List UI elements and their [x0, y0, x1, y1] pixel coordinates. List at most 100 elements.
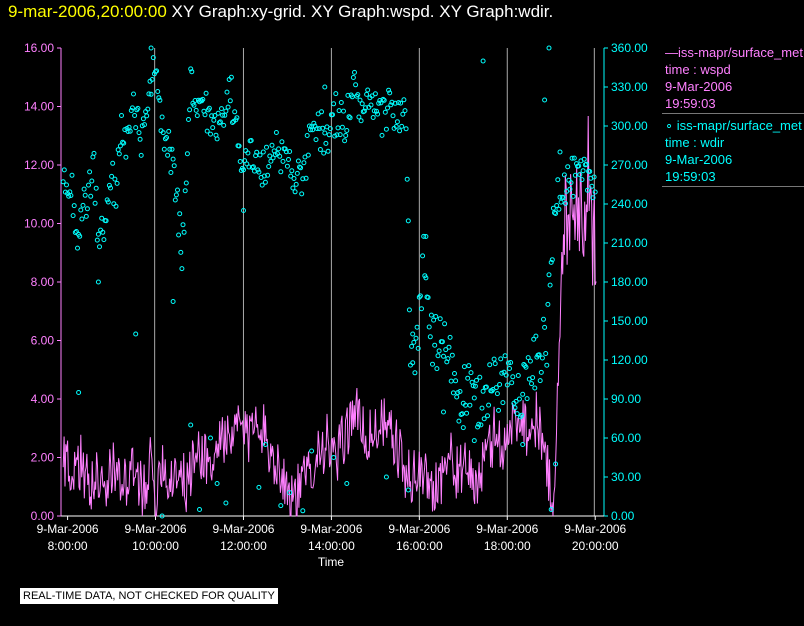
wdir-point [264, 144, 269, 150]
wdir-point [83, 213, 89, 219]
wdir-point [66, 193, 72, 199]
wdir-point [352, 69, 357, 75]
right-tick-label: 300.00 [611, 119, 648, 133]
wdir-point [300, 508, 306, 514]
wdir-point [265, 172, 271, 178]
wdir-point [591, 174, 597, 180]
wdir-point [219, 106, 224, 112]
wdir-point [80, 202, 86, 208]
wdir-point [212, 113, 218, 118]
x-tick-date: 9-Mar-2006 [476, 522, 538, 536]
wdir-point [412, 370, 418, 376]
wdir-point [232, 109, 238, 115]
wdir-point [170, 156, 176, 162]
wdir-point [334, 132, 340, 138]
legend-wspd-variable: time : wspd [665, 62, 731, 77]
wdir-point [154, 68, 160, 74]
wdir-point [356, 114, 362, 120]
wdir-point [60, 179, 66, 185]
wdir-point [223, 108, 229, 114]
wdir-point [401, 97, 407, 103]
wdir-point [230, 120, 235, 125]
wdir-point [145, 106, 151, 112]
wdir-point [345, 92, 351, 98]
right-tick-label: 60.00 [611, 431, 641, 445]
wdir-point [546, 45, 552, 51]
wdir-point [217, 119, 223, 125]
wdir-point [447, 334, 453, 340]
wdir-point [310, 127, 316, 133]
wdir-point [432, 342, 438, 348]
wdir-point [326, 132, 332, 138]
wdir-point [485, 413, 490, 419]
x-tick-time: 20:00:00 [572, 539, 619, 553]
wdir-point [119, 113, 124, 118]
wdir-point [525, 355, 531, 361]
wdir-point [303, 175, 309, 181]
wdir-point [316, 126, 322, 132]
chart-title: 9-mar-2006,20:00:00 XY Graph:xy-grid. XY… [8, 2, 553, 22]
wdir-point [532, 385, 538, 391]
wdir-point [70, 213, 76, 219]
wdir-point [322, 84, 328, 90]
wdir-point [515, 373, 521, 378]
x-tick-date: 9-Mar-2006 [388, 522, 450, 536]
wdir-point [371, 108, 377, 114]
wdir-point [341, 108, 346, 114]
wdir-point [442, 321, 448, 327]
wdir-point [378, 100, 384, 106]
wdir-point [425, 295, 431, 300]
wdir-point [291, 176, 297, 181]
wdir-point [168, 170, 174, 175]
wdir-point [278, 503, 284, 509]
wdir-point [140, 116, 146, 122]
wdir-point [390, 113, 396, 119]
wdir-point [319, 109, 324, 115]
wdir-point [374, 108, 379, 114]
wdir-point [536, 352, 542, 358]
title-timestamp: 9-mar-2006,20:00:00 [8, 2, 167, 21]
wspd-series [62, 115, 597, 517]
wdir-point [524, 396, 530, 402]
wdir-point [383, 126, 389, 132]
wdir-point [423, 275, 429, 281]
wdir-point [548, 259, 554, 265]
wdir-point [171, 163, 177, 169]
wdir-point [300, 176, 306, 182]
wdir-point [108, 185, 113, 191]
wdir-point [509, 380, 515, 386]
wdir-point [172, 197, 178, 203]
wdir-point [565, 164, 571, 170]
wdir-point [309, 124, 315, 130]
wdir-point [181, 229, 187, 235]
wdir-point [561, 172, 567, 178]
wdir-point [579, 177, 585, 183]
wdir-point [387, 90, 393, 96]
wdir-point [330, 112, 335, 118]
wdir-point [146, 91, 152, 97]
wdir-point [523, 364, 529, 370]
wdir-point [81, 186, 87, 192]
wdir-point [538, 369, 544, 375]
wdir-point [284, 163, 290, 169]
wdir-point [208, 435, 213, 441]
right-tick-label: 270.00 [611, 158, 648, 172]
wdir-point [325, 148, 331, 154]
x-tick-time: 8:00:00 [48, 539, 88, 553]
wdir-point [427, 334, 433, 340]
wdir-point [92, 200, 98, 206]
wdir-point [454, 394, 460, 400]
wdir-point [467, 402, 473, 408]
x-tick-date: 9-Mar-2006 [37, 522, 99, 536]
wdir-point [426, 324, 432, 330]
wdir-point [493, 385, 499, 391]
wdir-point [245, 150, 251, 156]
wdir-point [133, 125, 139, 131]
wdir-point [481, 416, 487, 422]
wdir-point [276, 146, 282, 152]
wdir-point [585, 187, 590, 193]
left-tick-label: 16.00 [24, 41, 54, 55]
wdir-point [283, 149, 289, 155]
wdir-point [491, 356, 497, 362]
wdir-point [278, 169, 284, 175]
